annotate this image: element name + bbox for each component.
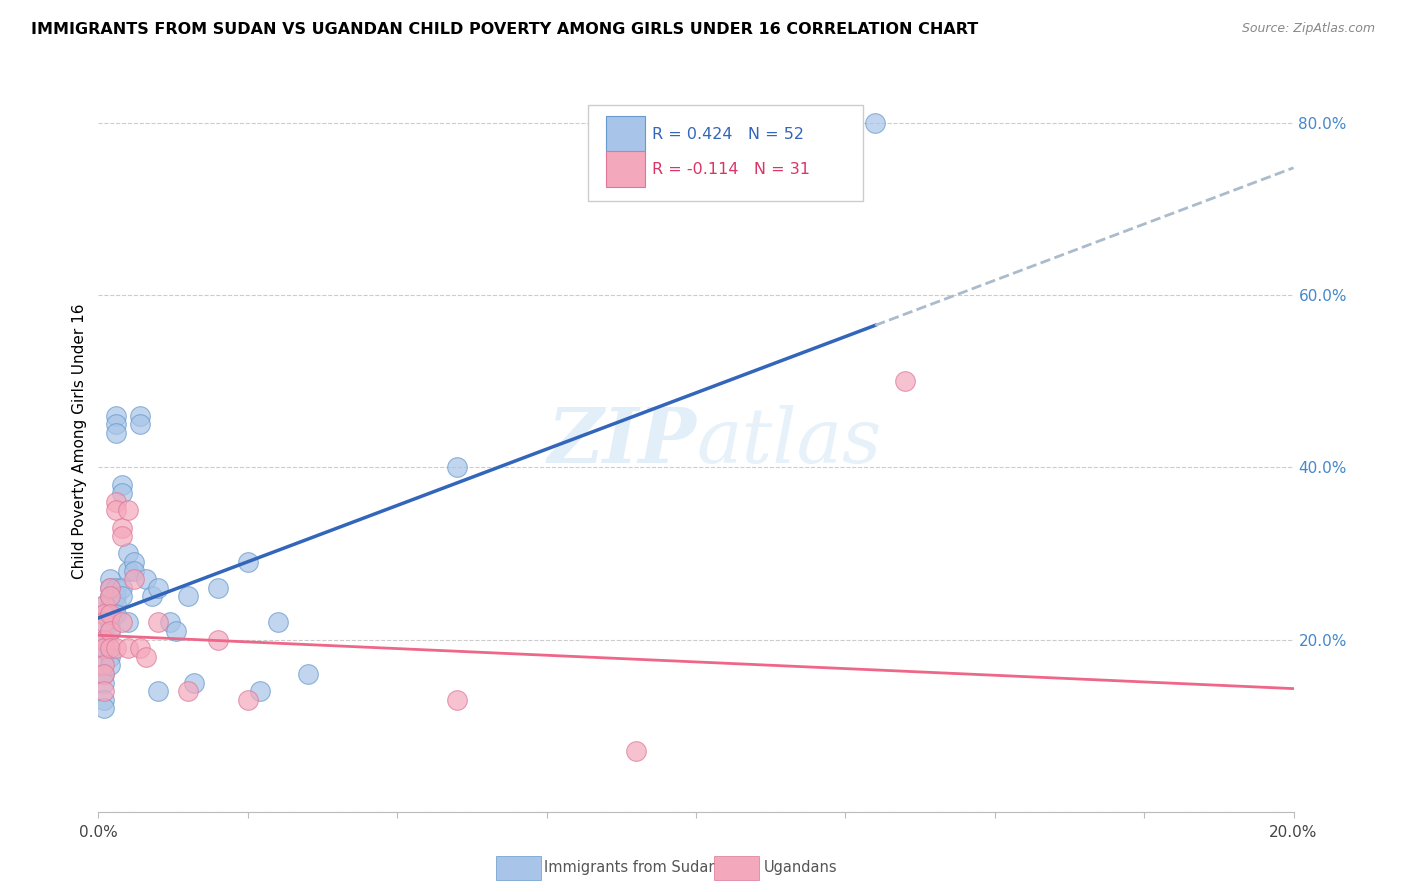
Point <box>124 564 146 578</box>
Point <box>98 590 122 604</box>
Point <box>626 744 648 758</box>
Point <box>124 572 146 586</box>
Point <box>117 564 139 578</box>
Point <box>105 590 128 604</box>
Point <box>117 641 139 656</box>
Point <box>124 555 146 569</box>
Point <box>98 615 122 630</box>
Point <box>105 607 128 621</box>
Point <box>446 693 468 707</box>
Point <box>93 607 115 621</box>
Point <box>105 495 128 509</box>
Point <box>177 590 200 604</box>
Point <box>207 632 229 647</box>
Point <box>93 598 115 612</box>
Point <box>93 607 115 621</box>
Point <box>93 632 115 647</box>
Point <box>98 649 122 664</box>
Point <box>111 486 134 500</box>
Text: Immigrants from Sudan: Immigrants from Sudan <box>544 861 718 875</box>
FancyBboxPatch shape <box>606 151 644 187</box>
Point <box>148 684 170 698</box>
Point <box>93 667 115 681</box>
Point <box>93 701 115 715</box>
Point <box>93 658 115 673</box>
Point <box>135 572 157 586</box>
Point <box>129 417 152 432</box>
Point <box>267 615 290 630</box>
Text: Source: ZipAtlas.com: Source: ZipAtlas.com <box>1241 22 1375 36</box>
Point <box>105 417 128 432</box>
Point <box>98 572 122 586</box>
Point <box>98 641 122 656</box>
Point <box>111 615 134 630</box>
Point <box>297 667 319 681</box>
Text: Ugandans: Ugandans <box>763 861 837 875</box>
Point <box>111 581 134 595</box>
Text: R = 0.424   N = 52: R = 0.424 N = 52 <box>652 127 804 142</box>
Point <box>105 598 128 612</box>
Point <box>98 590 122 604</box>
Point <box>129 409 152 423</box>
Point <box>177 684 200 698</box>
Point <box>93 649 115 664</box>
Point <box>159 615 181 630</box>
Point <box>117 503 139 517</box>
Point <box>93 632 115 647</box>
Point <box>111 590 134 604</box>
Point <box>105 425 128 440</box>
Point <box>93 675 115 690</box>
Point <box>236 555 259 569</box>
Point <box>93 641 115 656</box>
Point <box>148 581 170 595</box>
Point <box>165 624 187 638</box>
Point <box>148 615 170 630</box>
Point <box>98 607 122 621</box>
Point <box>117 615 139 630</box>
Point <box>105 409 128 423</box>
Point <box>98 598 122 612</box>
Text: 0.0%: 0.0% <box>79 825 118 839</box>
Text: R = -0.114   N = 31: R = -0.114 N = 31 <box>652 161 810 177</box>
Point <box>135 649 157 664</box>
Point <box>105 503 128 517</box>
Point <box>93 598 115 612</box>
Point <box>105 641 128 656</box>
Point <box>98 581 122 595</box>
Point <box>207 581 229 595</box>
Point <box>446 460 468 475</box>
Point <box>117 546 139 560</box>
Point <box>865 116 887 130</box>
Point <box>141 590 163 604</box>
Point <box>93 684 115 698</box>
Point <box>93 667 115 681</box>
Point <box>249 684 271 698</box>
Point <box>98 624 122 638</box>
Point <box>98 581 122 595</box>
Y-axis label: Child Poverty Among Girls Under 16: Child Poverty Among Girls Under 16 <box>72 304 87 579</box>
Point <box>894 374 917 388</box>
Point <box>111 477 134 491</box>
Point <box>98 641 122 656</box>
Text: 20.0%: 20.0% <box>1270 825 1317 839</box>
Text: atlas: atlas <box>696 405 882 478</box>
FancyBboxPatch shape <box>589 104 863 201</box>
Point <box>105 581 128 595</box>
FancyBboxPatch shape <box>606 116 644 153</box>
Point <box>111 529 134 543</box>
Point <box>111 521 134 535</box>
Point <box>93 693 115 707</box>
Point <box>98 624 122 638</box>
Point <box>93 624 115 638</box>
Point <box>236 693 259 707</box>
Text: IMMIGRANTS FROM SUDAN VS UGANDAN CHILD POVERTY AMONG GIRLS UNDER 16 CORRELATION : IMMIGRANTS FROM SUDAN VS UGANDAN CHILD P… <box>31 22 979 37</box>
Point <box>98 658 122 673</box>
Point <box>93 641 115 656</box>
Text: ZIP: ZIP <box>547 405 696 478</box>
Point <box>93 615 115 630</box>
Point <box>129 641 152 656</box>
Point <box>183 675 205 690</box>
